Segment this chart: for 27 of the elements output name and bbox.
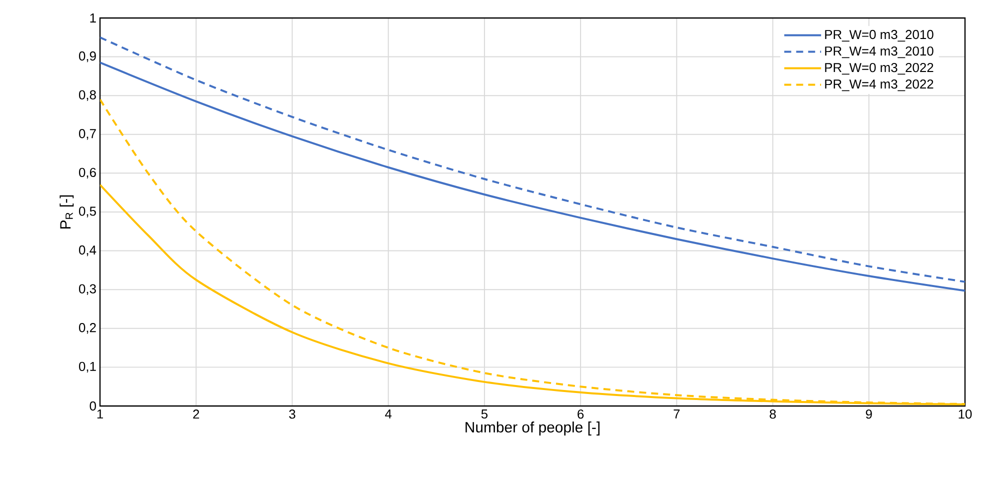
y-tick-label: 0,2 [78, 323, 96, 334]
x-axis-title: Number of people [-] [466, 422, 600, 436]
y-tick-label: 0,1 [78, 362, 96, 373]
x-tick-label: 9 [866, 410, 872, 419]
x-tick-label: 2 [193, 410, 200, 419]
legend-label: PR_W=4 m3_2010 [825, 46, 934, 58]
y-tick-label: 0,9 [78, 51, 96, 62]
x-tick-label: 7 [674, 410, 680, 418]
x-tick-label: 3 [289, 410, 296, 419]
y-tick-label: 0 [90, 401, 96, 411]
x-tick-label: 4 [385, 410, 392, 418]
y-tick-label: 0,6 [78, 168, 96, 179]
x-tick-label: 1 [97, 410, 103, 418]
x-tick-label: 6 [578, 410, 584, 419]
x-tick-label: 8 [770, 410, 776, 419]
y-tick-label: 0,5 [78, 206, 96, 218]
x-tick-label: 10 [958, 410, 972, 419]
y-tick-label: 0,4 [78, 245, 96, 256]
x-tick-label: 5 [481, 410, 488, 419]
y-tick-label: 0,3 [78, 284, 96, 295]
y-tick-label: 0,8 [78, 90, 96, 101]
legend-label: PR_W=0 m3_2010 [825, 30, 934, 42]
y-tick-label: 0,7 [78, 129, 96, 140]
y-axis-title: P$_{R}$ [-] [60, 195, 74, 228]
y-tick-label: 1 [90, 14, 96, 22]
legend-label: PR_W=4 m3_2022 [825, 79, 934, 92]
legend-label: PR_W=0 m3_2022 [825, 62, 934, 75]
